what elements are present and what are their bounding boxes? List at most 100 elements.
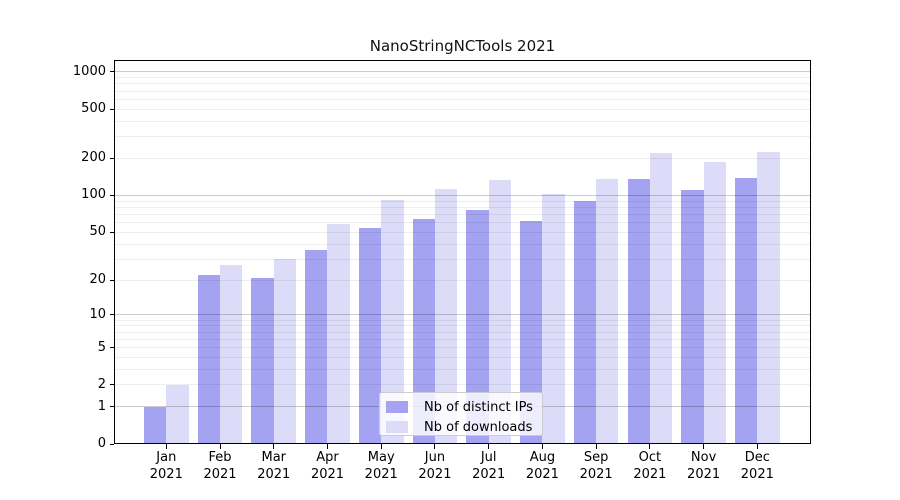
bar-downloads bbox=[220, 264, 243, 444]
x-tick-mark bbox=[434, 444, 436, 449]
gridline-minor bbox=[114, 222, 811, 224]
x-tick-mark bbox=[756, 444, 758, 449]
gridline-minor bbox=[114, 279, 811, 281]
y-tick-mark bbox=[110, 194, 114, 196]
bar-downloads bbox=[434, 189, 458, 444]
y-axis-tick-label: 500 bbox=[81, 101, 106, 117]
y-axis-tick-label: 200 bbox=[81, 150, 106, 166]
y-axis-tick-label: 20 bbox=[89, 272, 106, 288]
y-tick-mark bbox=[110, 71, 114, 73]
gridline-minor bbox=[114, 108, 811, 110]
x-axis-tick-label: Apr 2021 bbox=[310, 450, 345, 482]
gridline-minor bbox=[114, 120, 811, 122]
gridline-minor bbox=[114, 347, 811, 348]
y-axis-tick-label: 2 bbox=[97, 376, 106, 392]
bar-distinct-ips bbox=[144, 406, 167, 444]
y-tick-mark bbox=[110, 157, 114, 159]
y-axis-tick-label: 5 bbox=[97, 339, 106, 355]
gridline-minor bbox=[114, 213, 811, 215]
legend-label: Nb of downloads bbox=[424, 419, 533, 435]
x-axis-tick-label: Oct 2021 bbox=[633, 450, 667, 482]
gridline-minor bbox=[114, 356, 811, 358]
y-tick-mark bbox=[110, 314, 114, 316]
bar-distinct-ips bbox=[627, 179, 650, 444]
gridline-minor bbox=[114, 90, 811, 92]
bar-downloads bbox=[757, 151, 780, 444]
x-tick-mark bbox=[595, 444, 597, 449]
bar-distinct-ips bbox=[197, 275, 221, 444]
x-axis-tick-label: Sep 2021 bbox=[579, 450, 613, 482]
x-tick-mark bbox=[273, 444, 275, 449]
y-axis-tick-label: 1000 bbox=[72, 63, 106, 79]
bar-downloads bbox=[166, 384, 189, 444]
y-tick-mark bbox=[110, 108, 114, 110]
x-tick-mark bbox=[541, 444, 543, 449]
x-tick-mark bbox=[380, 444, 382, 449]
chart-title: NanoStringNCTools 2021 bbox=[369, 37, 556, 55]
x-axis-tick-label: Jan 2021 bbox=[149, 450, 183, 482]
bar-distinct-ips bbox=[358, 228, 382, 444]
plot-area bbox=[114, 60, 811, 444]
bar-downloads bbox=[381, 200, 404, 444]
x-tick-mark bbox=[488, 444, 490, 449]
legend-label: Nb of distinct IPs bbox=[424, 399, 533, 415]
gridline-major bbox=[114, 71, 811, 73]
legend-item: Nb of distinct IPs bbox=[386, 397, 534, 417]
y-axis-tick-label: 50 bbox=[89, 224, 106, 240]
x-axis-tick-label: May 2021 bbox=[364, 450, 398, 482]
gridline-major bbox=[114, 194, 811, 196]
x-tick-mark bbox=[326, 444, 328, 449]
gridline-minor bbox=[114, 258, 811, 260]
x-axis-tick-label: Feb 2021 bbox=[203, 450, 237, 482]
x-axis-tick-label: Nov 2021 bbox=[687, 450, 721, 482]
y-tick-mark bbox=[110, 384, 114, 386]
bar-distinct-ips bbox=[412, 219, 435, 444]
gridline-minor bbox=[114, 243, 811, 245]
gridline-minor bbox=[114, 77, 811, 79]
x-axis-tick-label: Jun 2021 bbox=[418, 450, 452, 482]
gridline-minor bbox=[114, 231, 811, 233]
y-axis-tick-label: 100 bbox=[81, 187, 106, 203]
bar-downloads bbox=[273, 259, 297, 444]
x-tick-mark bbox=[703, 444, 705, 449]
gridline-minor bbox=[114, 83, 811, 85]
gridline-minor bbox=[114, 368, 811, 370]
gridline-minor bbox=[114, 325, 811, 327]
bar-downloads bbox=[327, 224, 350, 444]
legend: Nb of distinct IPs Nb of downloads bbox=[379, 392, 543, 436]
bar-distinct-ips bbox=[681, 190, 704, 444]
x-axis-tick-label: Aug 2021 bbox=[525, 450, 559, 482]
gridline-minor bbox=[114, 331, 811, 333]
y-tick-mark bbox=[110, 279, 114, 281]
bar-downloads bbox=[488, 179, 511, 444]
y-tick-mark bbox=[110, 406, 114, 408]
x-tick-mark bbox=[649, 444, 651, 449]
bar-downloads bbox=[703, 161, 726, 444]
gridline-minor bbox=[114, 98, 811, 100]
gridline-minor bbox=[114, 338, 811, 340]
y-tick-mark bbox=[110, 347, 114, 348]
x-axis-tick-label: Jul 2021 bbox=[472, 450, 506, 482]
y-axis-tick-label: 10 bbox=[89, 306, 106, 322]
gridline-minor bbox=[114, 319, 811, 321]
y-tick-mark bbox=[110, 231, 114, 233]
y-tick-mark bbox=[110, 443, 114, 445]
gridline-major bbox=[114, 314, 811, 316]
x-axis-tick-label: Dec 2021 bbox=[740, 450, 774, 482]
gridline-minor bbox=[114, 384, 811, 386]
y-axis-tick-label: 0 bbox=[97, 436, 106, 451]
y-axis-tick-label: 1 bbox=[97, 398, 106, 414]
gridline-minor bbox=[114, 200, 811, 202]
bar-distinct-ips bbox=[305, 249, 328, 444]
bar-distinct-ips bbox=[573, 201, 597, 444]
legend-swatch bbox=[386, 421, 408, 433]
gridline-minor bbox=[114, 206, 811, 208]
x-axis-tick-label: Mar 2021 bbox=[257, 450, 291, 482]
x-tick-mark bbox=[165, 444, 167, 449]
bar-distinct-ips bbox=[735, 177, 758, 444]
bar-downloads bbox=[649, 152, 673, 444]
bar-downloads bbox=[596, 179, 619, 444]
gridline-minor bbox=[114, 136, 811, 138]
bar-distinct-ips bbox=[520, 220, 543, 444]
